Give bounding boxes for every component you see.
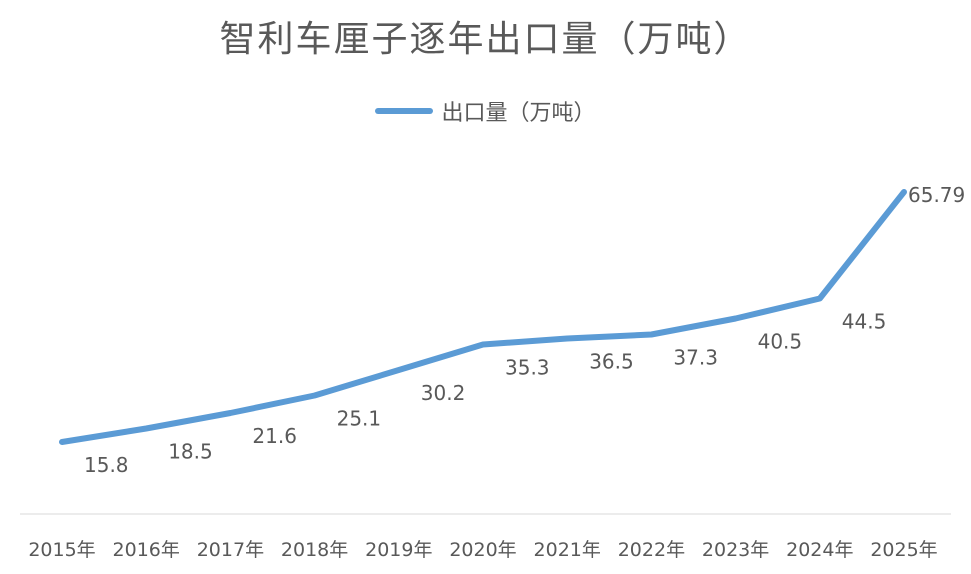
x-tick-labels: 2015年 2016年 2017年 2018年 2019年 2020年 2021年 2022年…: [28, 539, 937, 561]
x-tick-label: 2024年: [786, 539, 853, 561]
data-label: 65.79: [908, 183, 965, 207]
data-label: 37.3: [673, 346, 718, 370]
x-tick-label: 2022年: [618, 539, 685, 561]
x-tick-label: 2019年: [365, 539, 432, 561]
legend-label: 出口量（万吨）: [441, 101, 596, 126]
x-tick-label: 2017年: [197, 539, 264, 561]
legend-swatch: [375, 108, 434, 114]
data-label: 15.8: [84, 453, 129, 477]
data-label: 36.5: [589, 350, 634, 374]
x-tick-label: 2023年: [702, 539, 769, 561]
data-label: 25.1: [337, 407, 382, 431]
x-tick-label: 2021年: [534, 539, 601, 561]
x-tick-label: 2025年: [870, 539, 937, 561]
data-label: 40.5: [758, 330, 803, 354]
data-label: 35.3: [505, 356, 550, 380]
data-labels: 15.8 18.5 21.6 25.1 30.2 35.3 36.5 37.3 40.5 44.5…: [84, 183, 965, 477]
data-label: 44.5: [842, 310, 887, 334]
data-label: 30.2: [421, 381, 466, 405]
chart-title: 智利车厘子逐年出口量（万吨）: [219, 19, 752, 60]
x-tick-label: 2015年: [28, 539, 95, 561]
x-tick-label: 2016年: [113, 539, 180, 561]
data-label: 21.6: [252, 424, 297, 448]
data-label: 18.5: [168, 440, 213, 464]
legend: 出口量（万吨）: [0, 95, 971, 127]
x-tick-label: 2020年: [449, 539, 516, 561]
x-tick-label: 2018年: [281, 539, 348, 561]
series-line: [59, 189, 907, 445]
